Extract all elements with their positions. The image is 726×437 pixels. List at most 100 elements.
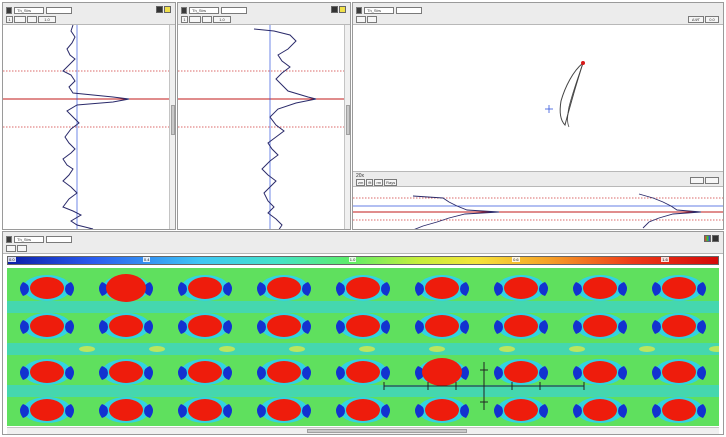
heatmap-blue-lobe	[336, 320, 345, 334]
window-icon[interactable]	[181, 6, 187, 14]
track-left-extra-field[interactable]	[46, 6, 72, 14]
crossplot-btn-b[interactable]	[367, 16, 377, 23]
track-middle-plot	[178, 25, 350, 229]
heatmap-blue-lobe	[381, 320, 390, 334]
track-middle-scrollbar[interactable]	[344, 25, 350, 229]
pin-icon[interactable]	[156, 6, 163, 13]
scroll-thumb-icon[interactable]	[346, 105, 350, 135]
heatmap-blue-lobe	[415, 366, 424, 380]
crossplot-right-button-2[interactable]: 0.0	[705, 16, 719, 23]
heatmap-red-blob	[504, 315, 538, 337]
heatmap-red-blob	[583, 361, 617, 383]
heatmap-blue-lobe	[178, 282, 187, 296]
scroll-thumb-icon[interactable]	[307, 429, 467, 433]
heatmap-red-blob	[106, 274, 146, 302]
pin-icon[interactable]	[331, 6, 338, 13]
heatmap-blue-lobe	[415, 282, 424, 296]
heatmap-blue-lobe	[697, 404, 706, 418]
track-middle-extra-field[interactable]	[221, 6, 247, 14]
track-left-blank[interactable]	[14, 16, 26, 23]
heatmap-red-blob	[188, 315, 222, 337]
heatmap-blue-lobe	[178, 366, 187, 380]
sub-right-button-b[interactable]	[705, 177, 719, 184]
heatmap-fleck	[219, 346, 235, 352]
heatmap-fleck	[289, 346, 305, 352]
sub-button-zm[interactable]: zm	[356, 179, 366, 186]
track-left-scrollbar[interactable]	[169, 25, 175, 229]
heatmap-red-blob	[267, 361, 301, 383]
crossplot-plot	[353, 25, 723, 169]
heatmap-red-blob	[346, 361, 380, 383]
track-left-from[interactable]: 1	[6, 16, 13, 23]
crossplot-sub-toolbar: 20x zm fit rm Rays	[353, 171, 723, 187]
heatmap-blue-lobe	[618, 282, 627, 296]
sub-button-rays[interactable]: Rays	[384, 179, 398, 186]
heatmap-red-blob	[188, 399, 222, 421]
track-left-tab[interactable]: Th_Strs	[14, 6, 44, 14]
heatmap-red-blob	[346, 399, 380, 421]
heatmap-blue-lobe	[302, 320, 311, 334]
color-icon[interactable]	[704, 235, 711, 242]
heatmap-blue-lobe	[178, 320, 187, 334]
heatmap-tab[interactable]: Th_Strs	[14, 235, 44, 243]
heatmap-blue-lobe	[302, 366, 311, 380]
subtrack-curves	[353, 193, 723, 229]
heatmap-blue-lobe	[99, 320, 108, 334]
sub-right-button-a[interactable]	[690, 177, 704, 184]
scroll-thumb-icon[interactable]	[171, 105, 175, 135]
heatmap-red-blob	[188, 277, 222, 299]
heatmap-blue-lobe	[336, 282, 345, 296]
heatmap-blue-lobe	[257, 320, 266, 334]
heatmap-blue-lobe	[573, 366, 582, 380]
crossplot-right-button-1[interactable]: ΔΨΓ	[688, 16, 704, 23]
track-middle-from[interactable]: 1	[181, 16, 188, 23]
heatmap-red-blob	[30, 399, 64, 421]
sub-button-fit[interactable]: fit	[366, 179, 374, 186]
window-icon[interactable]	[356, 6, 362, 14]
heatmap-blue-lobe	[460, 320, 469, 334]
toolbar-icon[interactable]	[164, 6, 171, 13]
track-left-to[interactable]: 1.0	[38, 16, 56, 23]
track-left-curve	[3, 24, 171, 229]
window-icon[interactable]	[6, 235, 12, 243]
window-icon[interactable]	[6, 6, 12, 14]
track-middle-tab[interactable]: Th_Strs	[189, 6, 219, 14]
crossplot-subtracks	[353, 188, 723, 229]
heatmap-blue-lobe	[381, 282, 390, 296]
heatmap-scrollbar[interactable]	[7, 427, 719, 434]
track-middle-to[interactable]: 1.0	[213, 16, 231, 23]
crossplot-extra-field[interactable]	[396, 6, 422, 14]
sub-button-rm[interactable]: rm	[374, 179, 384, 186]
track-middle-blank2[interactable]	[202, 16, 212, 23]
heatmap-btn-a[interactable]	[6, 245, 16, 252]
heatmap-red-blob	[346, 277, 380, 299]
heatmap-graphic	[7, 268, 719, 426]
heatmap-blue-lobe	[494, 320, 503, 334]
heatmap-btn-b[interactable]	[17, 245, 27, 252]
toolbar-icon[interactable]	[339, 6, 346, 13]
crossplot-tab[interactable]: Th_Strs	[364, 6, 394, 14]
heatmap-panel: Th_Strs 0.0 0.4 1.0 0.6 1.6	[2, 231, 724, 435]
heatmap-red-blob	[425, 399, 459, 421]
crossplot-btn-a[interactable]	[356, 16, 366, 23]
track-middle-blank[interactable]	[189, 16, 201, 23]
heatmap-blue-lobe	[697, 366, 706, 380]
pin-icon[interactable]	[712, 235, 719, 242]
heatmap-image	[7, 268, 719, 426]
heatmap-blue-lobe	[144, 366, 153, 380]
track-left-toolbar: Th_Strs 1 1.0	[3, 3, 175, 25]
heatmap-blue-lobe	[539, 366, 548, 380]
heatmap-fleck	[149, 346, 165, 352]
track-left-blank2[interactable]	[27, 16, 37, 23]
heatmap-blue-lobe	[652, 320, 661, 334]
heatmap-blue-lobe	[257, 282, 266, 296]
heatmap-blue-lobe	[178, 404, 187, 418]
heatmap-red-blob	[109, 315, 143, 337]
heatmap-fleck	[569, 346, 585, 352]
heatmap-band	[7, 301, 719, 313]
heatmap-blue-lobe	[223, 366, 232, 380]
heatmap-extra-field[interactable]	[46, 235, 72, 243]
heatmap-blue-lobe	[144, 320, 153, 334]
heatmap-blue-lobe	[302, 404, 311, 418]
heatmap-blue-lobe	[20, 404, 29, 418]
